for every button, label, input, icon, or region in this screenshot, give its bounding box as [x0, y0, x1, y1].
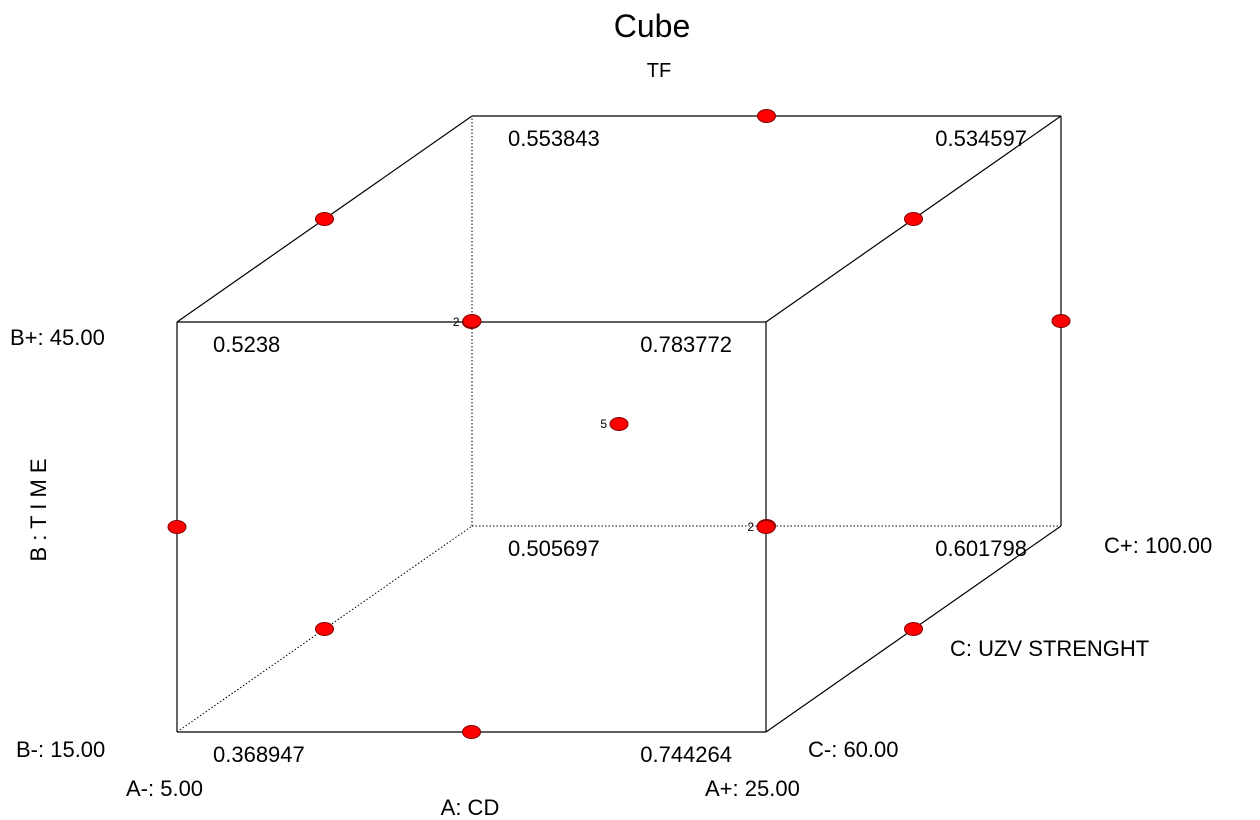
factor-b-axis-label: B : T I M E: [26, 458, 51, 561]
corner-value: 0.744264: [640, 742, 732, 767]
chart-response-label: TF: [647, 60, 671, 82]
design-point: [610, 418, 628, 431]
design-point: [1052, 315, 1070, 328]
replicate-count-label: 2: [453, 315, 460, 329]
factor-b-low-label: B-: 15.00: [16, 737, 105, 762]
factor-b-high-label: B+: 45.00: [10, 325, 105, 350]
design-point: [758, 110, 776, 123]
corner-value: 0.601798: [935, 536, 1027, 561]
replicate-count-label: 2: [747, 520, 754, 534]
factor-a-low-label: A-: 5.00: [126, 776, 203, 801]
chart-title: Cube: [614, 8, 691, 44]
corner-value: 0.783772: [640, 332, 732, 357]
corner-value: 0.368947: [213, 742, 305, 767]
factor-c-high-label: C+: 100.00: [1104, 533, 1212, 558]
factor-a-axis-label: A: CD: [441, 795, 500, 820]
factor-c-low-label: C-: 60.00: [808, 737, 899, 762]
factor-c-axis-label: C: UZV STRENGHT: [950, 636, 1149, 661]
corner-value: 0.534597: [935, 126, 1027, 151]
corner-value: 0.553843: [508, 126, 600, 151]
design-point: [168, 521, 186, 534]
corner-value: 0.5238: [213, 332, 280, 357]
design-point: [905, 213, 923, 226]
design-point: [757, 521, 775, 534]
design-point: [905, 623, 923, 636]
design-point: [463, 315, 481, 328]
design-point: [316, 213, 334, 226]
design-point: [463, 726, 481, 739]
factor-a-high-label: A+: 25.00: [705, 776, 800, 801]
design-point: [316, 623, 334, 636]
corner-value: 0.505697: [508, 536, 600, 561]
replicate-count-label: 5: [600, 417, 607, 431]
corner-values: 0.368947 0.744264 0.5238 0.783772 0.505697 0.…: [213, 126, 1027, 767]
